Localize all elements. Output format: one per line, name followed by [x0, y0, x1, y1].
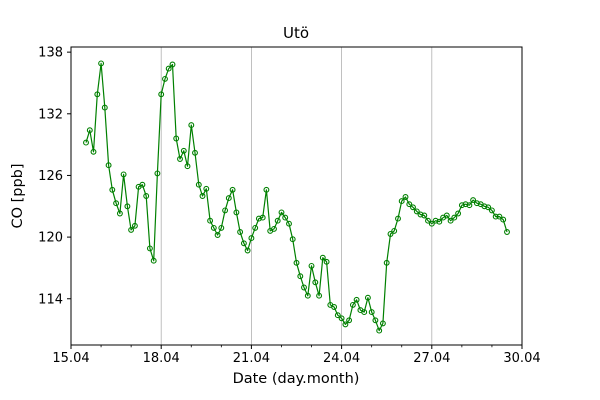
x-tick-label: 18.04 — [143, 351, 180, 366]
x-tick-label: 15.04 — [52, 351, 89, 366]
x-tick-label: 21.04 — [233, 351, 270, 366]
data-point-markers — [83, 60, 510, 334]
data-series-line — [85, 62, 508, 332]
x-axis-label: Date (day.month) — [233, 371, 360, 387]
y-tick-label: 126 — [38, 169, 63, 184]
y-tick-label: 120 — [38, 231, 63, 246]
x-tick-label: 27.04 — [413, 351, 450, 366]
y-tick-label: 132 — [38, 107, 63, 122]
x-tick-label: 24.04 — [323, 351, 360, 366]
y-tick-label: 138 — [38, 46, 63, 61]
axis-ticks — [67, 51, 523, 349]
plot-area-box — [70, 46, 523, 346]
axis-tick-labels: 15.04 18.04 21.04 24.04 27.04 30.04 114 120 126 1… — [38, 46, 540, 366]
chart-title: Utö — [283, 24, 309, 42]
y-tick-label: 114 — [38, 292, 63, 307]
x-tick-label: 30.04 — [503, 351, 540, 366]
y-axis-label: CO [ppb] — [10, 163, 26, 228]
vertical-gridlines — [160, 47, 433, 345]
